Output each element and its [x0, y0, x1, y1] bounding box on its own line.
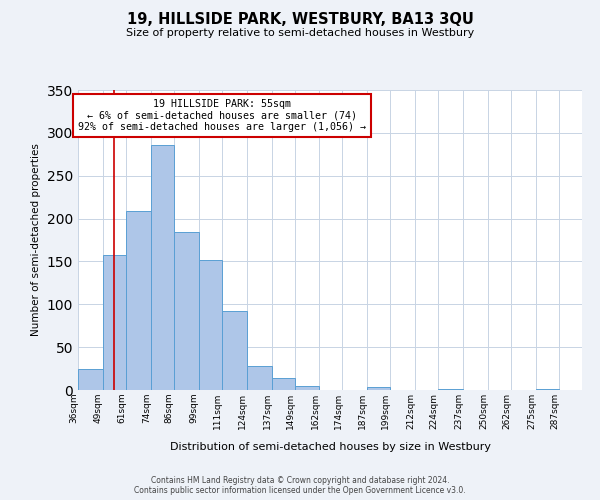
Bar: [247, 366, 272, 390]
Y-axis label: Number of semi-detached properties: Number of semi-detached properties: [31, 144, 41, 336]
Bar: [536, 389, 559, 390]
Bar: [438, 389, 463, 390]
Bar: [222, 311, 247, 390]
Bar: [78, 368, 103, 390]
Text: Size of property relative to semi-detached houses in Westbury: Size of property relative to semi-detach…: [126, 28, 474, 38]
Bar: [199, 260, 222, 390]
Text: Distribution of semi-detached houses by size in Westbury: Distribution of semi-detached houses by …: [170, 442, 491, 452]
Bar: [367, 386, 391, 390]
Bar: [151, 145, 174, 390]
Bar: [174, 232, 199, 390]
Text: 19 HILLSIDE PARK: 55sqm
← 6% of semi-detached houses are smaller (74)
92% of sem: 19 HILLSIDE PARK: 55sqm ← 6% of semi-det…: [77, 99, 365, 132]
Bar: [103, 256, 126, 390]
Text: Contains HM Land Registry data © Crown copyright and database right 2024.
Contai: Contains HM Land Registry data © Crown c…: [134, 476, 466, 495]
Bar: [272, 378, 295, 390]
Text: 19, HILLSIDE PARK, WESTBURY, BA13 3QU: 19, HILLSIDE PARK, WESTBURY, BA13 3QU: [127, 12, 473, 28]
Bar: [126, 211, 151, 390]
Bar: [295, 386, 319, 390]
